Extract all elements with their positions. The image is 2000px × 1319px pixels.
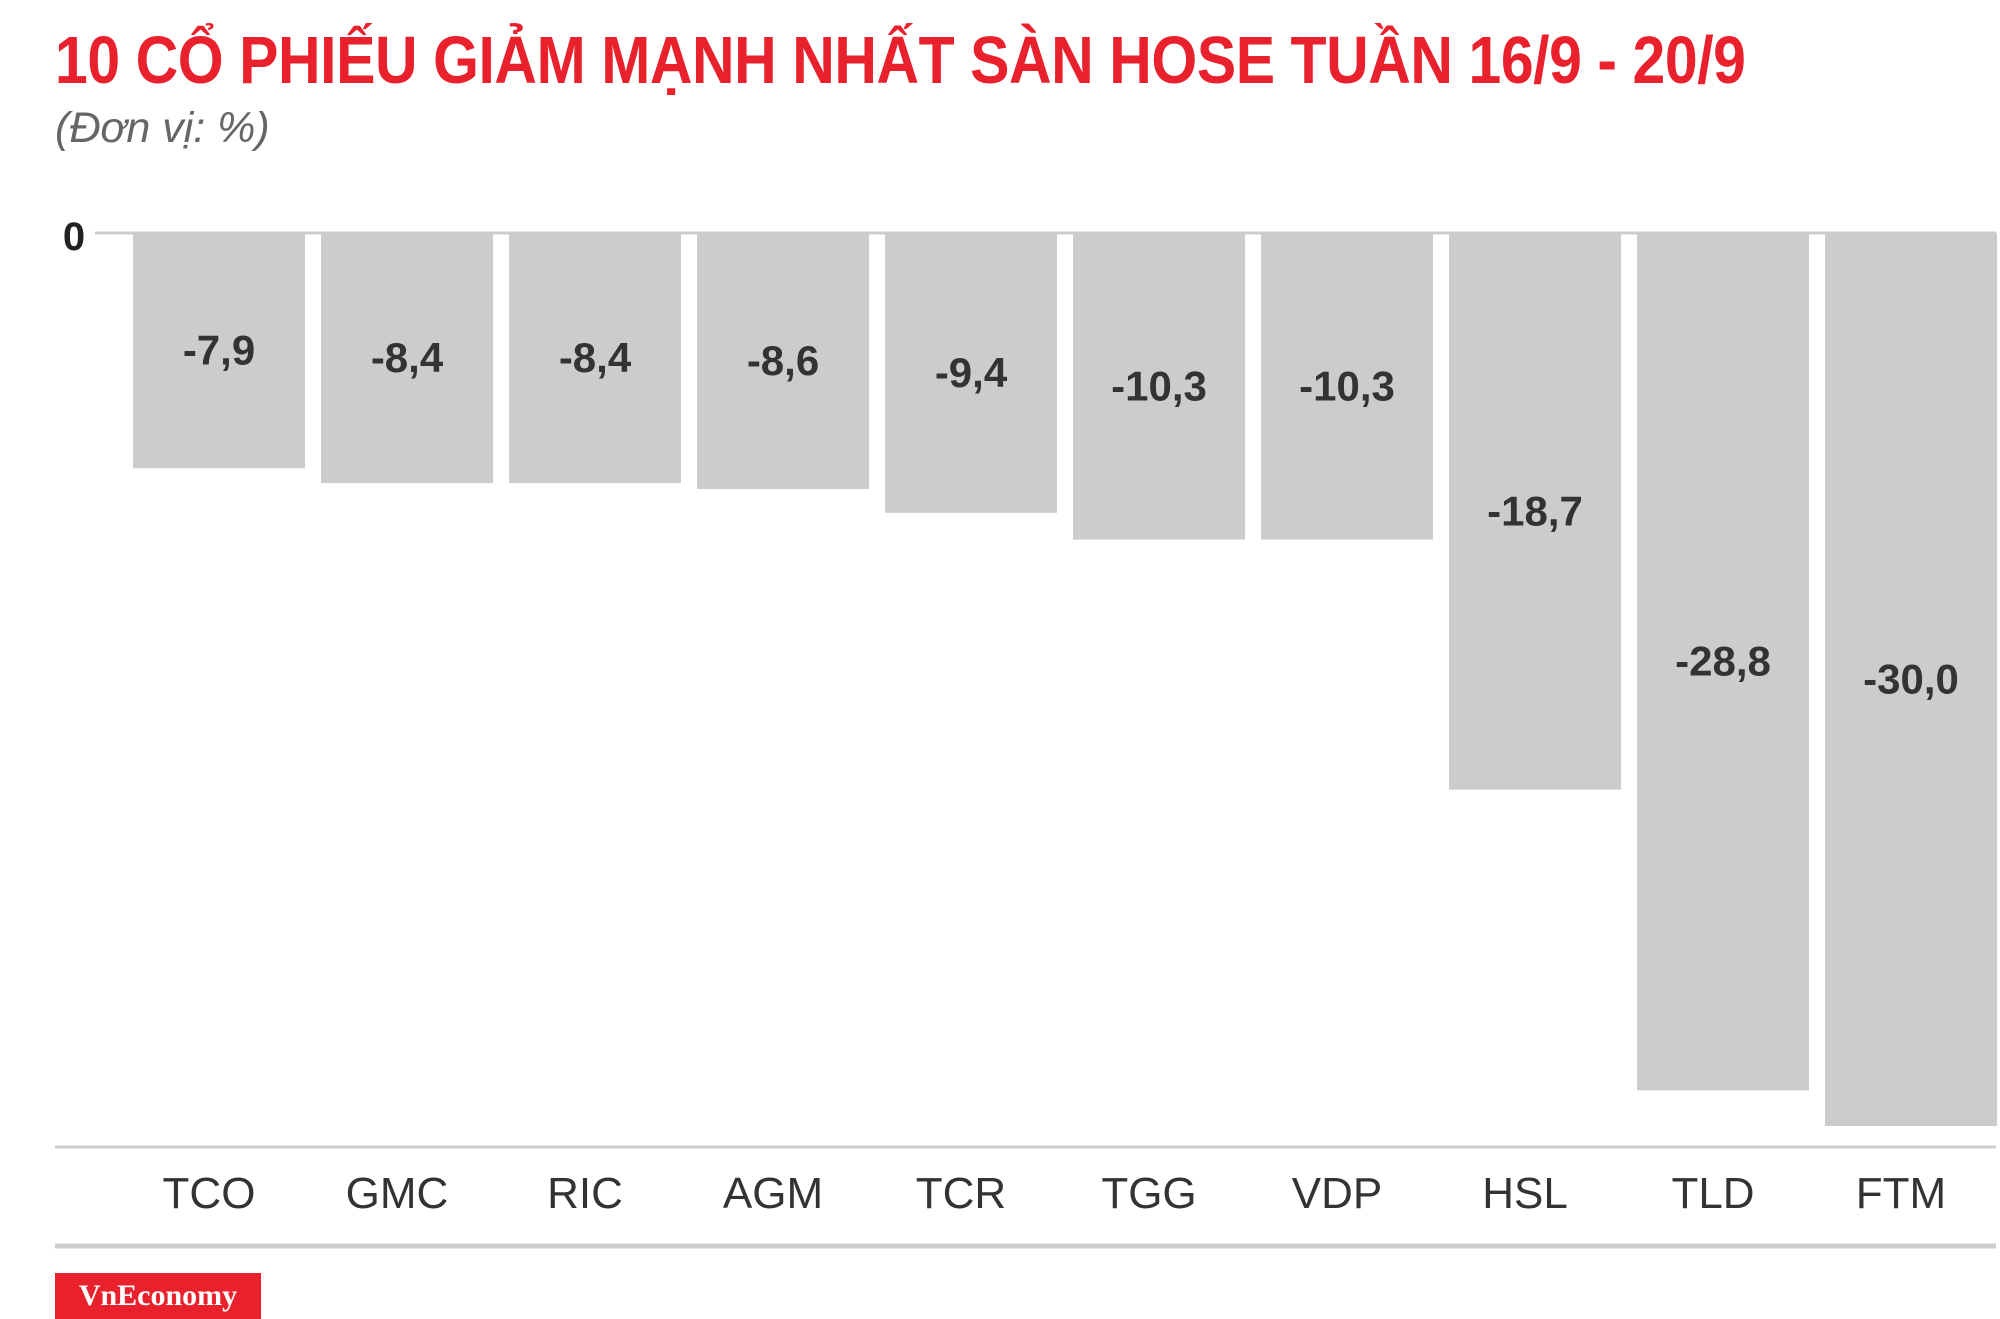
category-label-gmc: GMC xyxy=(346,1169,449,1218)
bar-vdp xyxy=(1261,233,1433,540)
category-label-agm: AGM xyxy=(723,1169,823,1218)
chart-subtitle: (Đơn vị: %) xyxy=(55,104,270,152)
category-label-tld: TLD xyxy=(1671,1169,1754,1218)
bar-tld xyxy=(1637,233,1809,1091)
category-label-vdp: VDP xyxy=(1292,1169,1382,1218)
logo-text: VnEconomy xyxy=(78,1279,238,1312)
value-label-vdp: -10,3 xyxy=(1299,362,1395,409)
category-label-ric: RIC xyxy=(547,1169,623,1218)
category-label-tcr: TCR xyxy=(916,1169,1006,1218)
bar-ftm xyxy=(1825,233,1997,1126)
value-label-tcr: -9,4 xyxy=(935,349,1008,396)
bar-gmc xyxy=(321,233,493,484)
value-label-hsl: -18,7 xyxy=(1487,487,1583,534)
category-label-hsl: HSL xyxy=(1482,1169,1568,1218)
vneconomy-logo: VnEconomy xyxy=(55,1273,261,1319)
bar-ric xyxy=(509,233,681,484)
bar-tgg xyxy=(1073,233,1245,540)
value-label-ftm: -30,0 xyxy=(1863,656,1959,703)
value-label-ric: -8,4 xyxy=(559,334,632,381)
chart-title: 10 CỔ PHIẾU GIẢM MẠNH NHẤT SÀN HOSE TUẦN… xyxy=(55,23,1746,98)
category-label-tco: TCO xyxy=(163,1169,256,1218)
zero-tick-label: 0 xyxy=(63,215,85,259)
bar-hsl xyxy=(1449,233,1621,790)
value-label-agm: -8,6 xyxy=(747,337,819,384)
category-label-tgg: TGG xyxy=(1101,1169,1196,1218)
value-label-tco: -7,9 xyxy=(183,327,255,374)
category-label-ftm: FTM xyxy=(1856,1169,1946,1218)
value-label-tld: -28,8 xyxy=(1675,638,1771,685)
bar-agm xyxy=(697,233,869,489)
bar-tcr xyxy=(885,233,1057,513)
value-label-tgg: -10,3 xyxy=(1111,362,1207,409)
value-label-gmc: -8,4 xyxy=(371,334,444,381)
bar-tco xyxy=(133,233,305,469)
